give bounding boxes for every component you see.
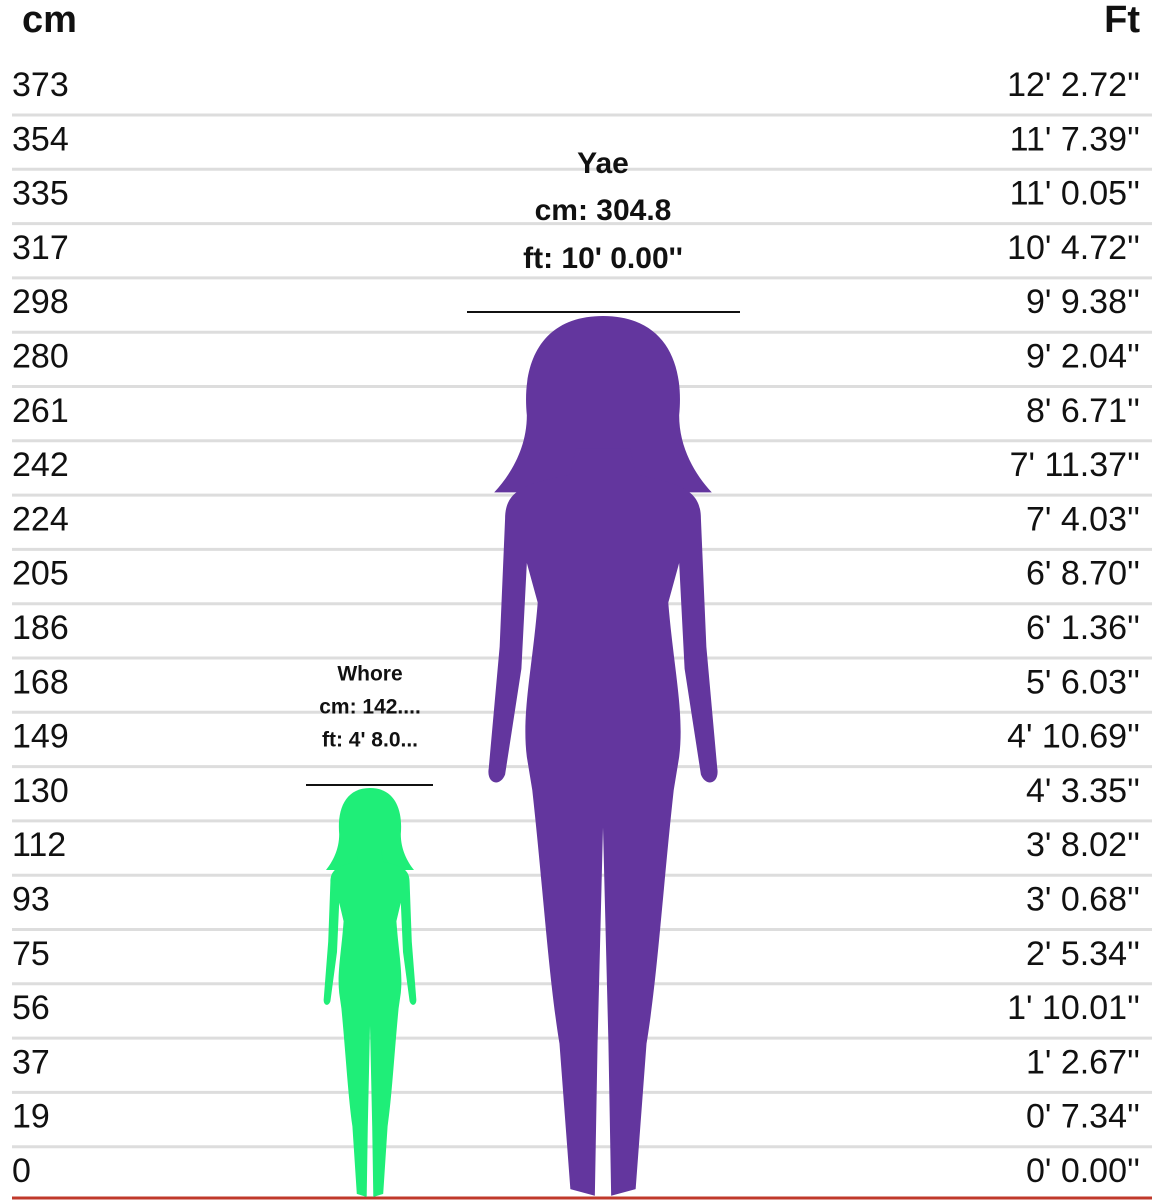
cm-label: 149: [12, 718, 69, 756]
cm-label: 205: [12, 555, 69, 593]
figure-name: Whore: [337, 663, 402, 686]
cm-label: 19: [12, 1098, 50, 1136]
cm-label: 354: [12, 120, 69, 158]
ft-label: 0' 7.34'': [1026, 1098, 1140, 1136]
ft-label: 11' 0.05'': [1010, 175, 1140, 213]
ft-label: 4' 10.69'': [1007, 718, 1140, 756]
cm-header: cm: [22, 0, 77, 41]
cm-label: 168: [12, 663, 69, 701]
cm-label: 130: [12, 772, 69, 810]
cm-label: 186: [12, 609, 69, 647]
ft-label: 11' 7.39'': [1010, 120, 1140, 158]
ft-label: 9' 2.04'': [1026, 337, 1140, 375]
ft-label: 3' 8.02'': [1026, 826, 1140, 864]
cm-label: 0: [12, 1152, 31, 1190]
figure-ft: ft: 4' 8.0...: [322, 729, 418, 752]
figure-cm: cm: 304.8: [535, 194, 672, 227]
cm-label: 37: [12, 1043, 50, 1081]
ft-label: 3' 0.68'': [1026, 880, 1140, 918]
ft-label: 1' 10.01'': [1007, 989, 1140, 1027]
ft-label: 6' 1.36'': [1026, 609, 1140, 647]
cm-label: 112: [12, 826, 66, 864]
figure-ft: ft: 10' 0.00'': [523, 242, 683, 275]
cm-label: 56: [12, 989, 50, 1027]
ft-header: Ft: [1104, 0, 1140, 41]
cm-label: 280: [12, 337, 69, 375]
figure-name: Yae: [577, 147, 629, 180]
cm-label: 298: [12, 283, 69, 321]
ft-label: 1' 2.67'': [1026, 1043, 1140, 1081]
cm-label: 93: [12, 880, 50, 918]
cm-label: 317: [12, 229, 69, 267]
ft-label: 2' 5.34'': [1026, 935, 1140, 973]
ft-label: 0' 0.00'': [1026, 1152, 1140, 1190]
ft-label: 7' 4.03'': [1026, 500, 1140, 538]
cm-label: 75: [12, 935, 50, 973]
cm-label: 242: [12, 446, 69, 484]
cm-label: 335: [12, 175, 69, 213]
cm-label: 373: [12, 66, 69, 104]
ft-label: 10' 4.72'': [1007, 229, 1140, 267]
ft-label: 8' 6.71'': [1026, 392, 1140, 430]
cm-label: 261: [12, 392, 69, 430]
figure-cm: cm: 142....: [319, 696, 421, 719]
ft-label: 6' 8.70'': [1026, 555, 1140, 593]
ft-label: 5' 6.03'': [1026, 663, 1140, 701]
ft-label: 4' 3.35'': [1026, 772, 1140, 810]
ft-label: 12' 2.72'': [1007, 66, 1140, 104]
cm-label: 224: [12, 500, 69, 538]
ft-label: 7' 11.37'': [1010, 446, 1140, 484]
ft-label: 9' 9.38'': [1026, 283, 1140, 321]
